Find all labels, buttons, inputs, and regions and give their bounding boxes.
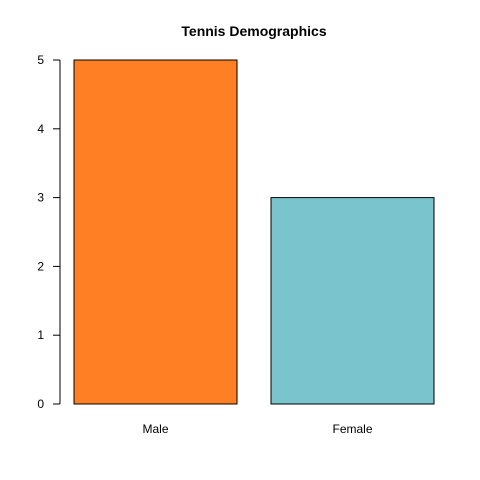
bar-female: [270, 197, 435, 405]
x-axis-labels: Male Female: [142, 422, 372, 436]
chart-title: Tennis Demographics: [181, 23, 326, 39]
y-tick-label: 3: [37, 191, 44, 205]
x-category-label: Male: [142, 422, 168, 436]
x-category-label: Female: [332, 422, 372, 436]
y-tick-label: 5: [37, 53, 44, 67]
y-axis: 0 1 2 3 4 5: [37, 53, 61, 411]
y-tick-label: 2: [37, 259, 44, 273]
y-tick-label: 0: [37, 397, 44, 411]
y-tick-label: 1: [37, 328, 44, 342]
y-tick-label: 4: [37, 122, 44, 136]
bar-male: [73, 59, 238, 405]
bars: [73, 59, 435, 405]
